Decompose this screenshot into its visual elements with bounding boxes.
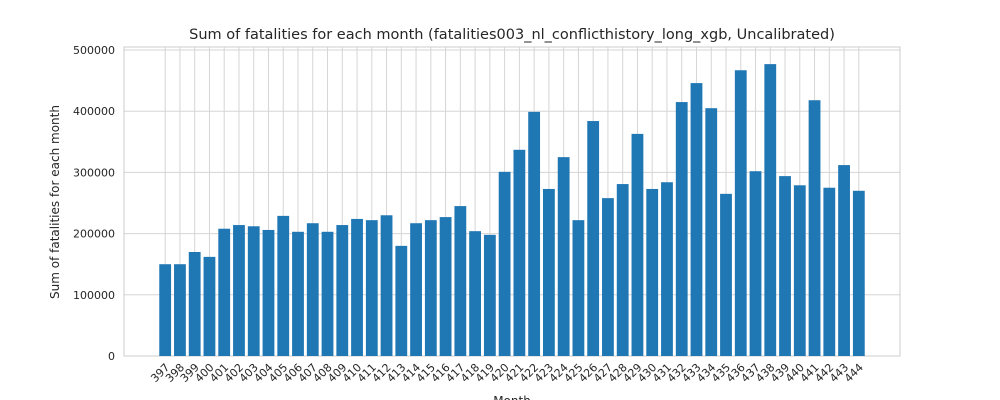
bar — [852, 190, 865, 356]
y-tick-label: 0 — [108, 350, 115, 363]
y-tick-label: 400000 — [73, 105, 115, 118]
bar — [690, 83, 703, 357]
bar — [188, 251, 201, 356]
chart-title: Sum of fatalities for each month (fatali… — [189, 27, 835, 43]
bar — [631, 133, 644, 356]
bar — [483, 234, 496, 356]
bar — [321, 231, 334, 356]
bar — [572, 220, 585, 356]
bar — [174, 264, 186, 356]
bar — [764, 64, 777, 356]
bar — [233, 225, 245, 356]
bar — [646, 188, 659, 356]
bar — [705, 108, 718, 357]
bar — [528, 111, 541, 356]
bar — [734, 70, 747, 356]
y-tick-label: 100000 — [73, 289, 115, 302]
bar — [159, 264, 172, 356]
plot-frame — [123, 46, 901, 357]
bar — [277, 215, 290, 356]
bar — [424, 220, 437, 356]
y-tick-label: 200000 — [73, 228, 115, 241]
y-tick-label: 500000 — [73, 44, 115, 57]
bar — [779, 176, 791, 356]
bar — [661, 182, 673, 356]
bar — [557, 157, 570, 356]
bar — [823, 187, 836, 356]
bar — [602, 198, 614, 356]
y-tick-label: 300000 — [73, 166, 115, 179]
bar — [720, 193, 732, 356]
bar — [247, 226, 260, 356]
y-axis-label: Sum of fatalities for each month — [48, 105, 62, 299]
x-axis-label: Month — [493, 394, 531, 400]
bar — [410, 223, 422, 356]
bar — [498, 171, 511, 356]
bar — [439, 217, 452, 356]
bar — [838, 165, 850, 356]
bar — [218, 228, 231, 356]
bar — [351, 218, 363, 356]
bar — [306, 223, 319, 356]
bar — [454, 206, 467, 356]
bar — [587, 121, 600, 356]
bar — [675, 102, 688, 356]
bar — [616, 184, 629, 356]
bar — [793, 185, 806, 356]
bar — [749, 171, 762, 356]
bar — [808, 100, 821, 356]
bar — [542, 188, 555, 356]
bar — [292, 231, 304, 356]
bar — [469, 231, 482, 356]
bar — [336, 225, 349, 356]
bar — [513, 149, 526, 356]
bar — [395, 245, 408, 356]
bar — [262, 229, 275, 356]
bar — [365, 220, 378, 356]
bar — [380, 215, 393, 356]
bar — [203, 256, 216, 356]
